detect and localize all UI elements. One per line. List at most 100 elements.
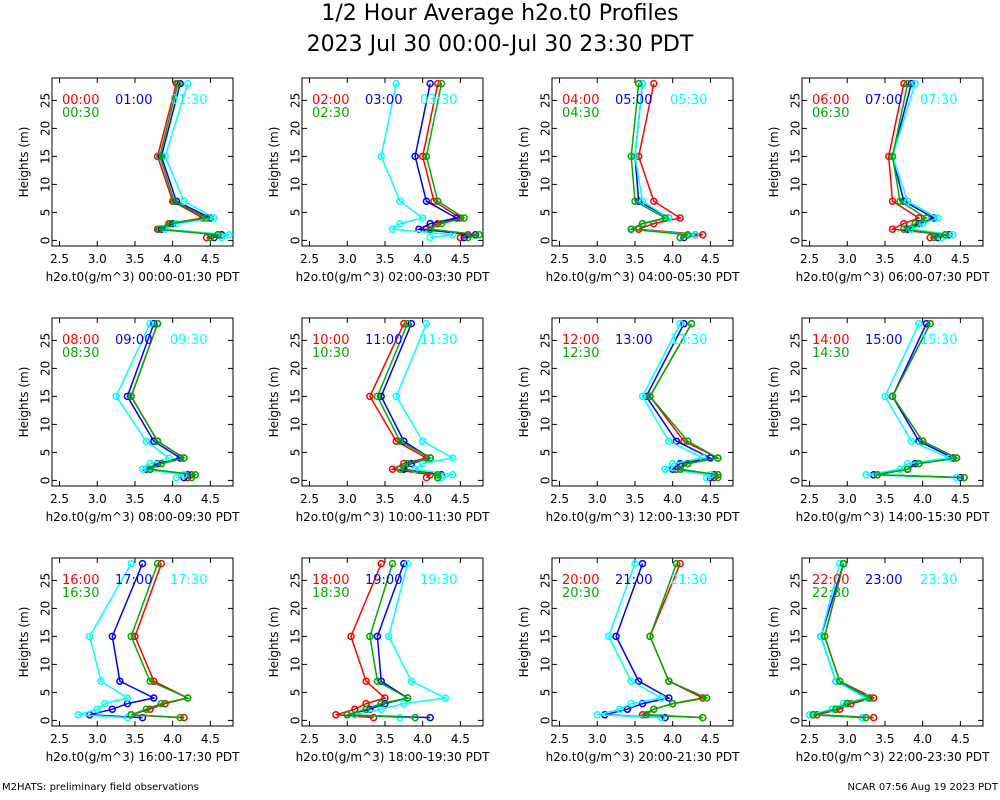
data-point bbox=[676, 214, 684, 222]
data-point bbox=[952, 454, 961, 462]
y-tick-label: 20 bbox=[39, 601, 53, 616]
x-tick-label: 4.0 bbox=[913, 492, 932, 506]
x-tick-label: 3.5 bbox=[125, 492, 144, 506]
x-tick-label: 4.5 bbox=[701, 492, 720, 506]
data-point bbox=[180, 471, 188, 479]
data-point bbox=[888, 392, 897, 401]
y-tick-label: 25 bbox=[39, 93, 53, 108]
y-tick-label: 15 bbox=[789, 389, 803, 404]
data-point bbox=[127, 711, 135, 719]
data-point bbox=[210, 214, 218, 222]
data-point bbox=[634, 677, 643, 685]
x-tick-label: 2.5 bbox=[800, 252, 819, 266]
y-tick-label: 10 bbox=[39, 417, 53, 432]
x-tick-label: 2.5 bbox=[800, 732, 819, 746]
data-point bbox=[676, 465, 684, 473]
y-tick-label: 25 bbox=[789, 573, 803, 588]
y-tick-label: 25 bbox=[539, 93, 553, 108]
x-tick-label: 4.0 bbox=[663, 492, 682, 506]
legend-label: 10:00 bbox=[312, 333, 349, 348]
data-point bbox=[888, 152, 897, 161]
x-tick-label: 4.5 bbox=[201, 732, 220, 746]
x-tick-label: 4.5 bbox=[701, 732, 720, 746]
x-tick-label: 2.5 bbox=[800, 492, 819, 506]
x-tick-label: 3.5 bbox=[375, 492, 394, 506]
y-tick-label: 25 bbox=[539, 333, 553, 348]
data-point bbox=[900, 79, 908, 88]
data-point bbox=[166, 219, 175, 228]
data-point bbox=[900, 225, 908, 233]
data-point bbox=[157, 459, 166, 468]
x-axis-label: h2o.t0(g/m^3) 12:00-13:30 PDT bbox=[546, 510, 741, 524]
legend-label: 00:00 bbox=[62, 93, 99, 108]
x-tick-label: 4.0 bbox=[413, 252, 432, 266]
series-line bbox=[380, 83, 453, 239]
data-point bbox=[127, 559, 135, 568]
legend-label: 04:00 bbox=[562, 93, 599, 108]
x-tick-label: 2.5 bbox=[300, 252, 319, 266]
data-point bbox=[866, 694, 874, 702]
data-point bbox=[384, 632, 393, 641]
data-point bbox=[646, 632, 654, 641]
x-tick-label: 3.5 bbox=[375, 252, 394, 266]
y-tick-label: 15 bbox=[39, 629, 53, 644]
data-point bbox=[638, 392, 647, 401]
data-point bbox=[377, 152, 385, 161]
y-tick-label: 0 bbox=[289, 477, 303, 485]
legend-label: 09:30 bbox=[170, 333, 207, 348]
x-tick-label: 2.5 bbox=[550, 732, 569, 746]
data-point bbox=[396, 465, 404, 473]
data-point bbox=[123, 694, 132, 702]
data-point bbox=[612, 632, 620, 641]
data-point bbox=[805, 711, 814, 719]
data-point bbox=[206, 233, 215, 242]
data-point bbox=[627, 699, 635, 708]
y-tick-label: 10 bbox=[539, 657, 553, 672]
y-axis-label: Heights (m) bbox=[767, 607, 781, 678]
panel-frame bbox=[301, 317, 484, 487]
data-point bbox=[403, 559, 412, 568]
y-axis-label: Heights (m) bbox=[267, 607, 281, 678]
data-point bbox=[460, 214, 468, 222]
x-tick-label: 3.0 bbox=[88, 732, 107, 746]
data-point bbox=[426, 225, 434, 233]
y-tick-label: 10 bbox=[39, 177, 53, 192]
data-point bbox=[604, 632, 613, 641]
legend-label: 07:30 bbox=[920, 93, 957, 108]
data-point bbox=[650, 197, 658, 205]
y-tick-label: 15 bbox=[289, 629, 303, 644]
data-point bbox=[142, 705, 151, 713]
legend-label: 21:30 bbox=[670, 573, 707, 588]
x-tick-label: 3.5 bbox=[625, 732, 644, 746]
data-point bbox=[153, 437, 162, 445]
y-axis-label: Heights (m) bbox=[767, 127, 781, 198]
data-point bbox=[627, 677, 635, 685]
y-tick-label: 0 bbox=[539, 477, 553, 485]
series-line bbox=[628, 83, 689, 239]
legend-label: 10:30 bbox=[312, 346, 349, 361]
y-axis-label: Heights (m) bbox=[17, 607, 31, 678]
data-point bbox=[918, 437, 927, 445]
data-point bbox=[665, 437, 673, 445]
data-point bbox=[903, 197, 912, 205]
y-tick-label: 10 bbox=[39, 657, 53, 672]
legend-label: 06:00 bbox=[812, 93, 849, 108]
x-tick-label: 4.0 bbox=[163, 732, 182, 746]
data-point bbox=[426, 713, 434, 722]
data-point bbox=[903, 79, 912, 88]
data-point bbox=[930, 233, 938, 242]
data-point bbox=[184, 79, 192, 88]
data-point bbox=[108, 705, 117, 713]
data-point bbox=[680, 319, 688, 328]
legend-label: 15:00 bbox=[865, 333, 902, 348]
x-tick-label: 4.0 bbox=[163, 492, 182, 506]
data-point bbox=[225, 231, 233, 239]
y-tick-label: 25 bbox=[789, 93, 803, 108]
data-point bbox=[392, 392, 401, 401]
x-tick-label: 4.0 bbox=[663, 732, 682, 746]
y-tick-label: 15 bbox=[539, 629, 553, 644]
series-line bbox=[376, 323, 439, 478]
y-axis-label: Heights (m) bbox=[267, 367, 281, 438]
data-point bbox=[862, 713, 870, 722]
data-point bbox=[881, 392, 889, 401]
